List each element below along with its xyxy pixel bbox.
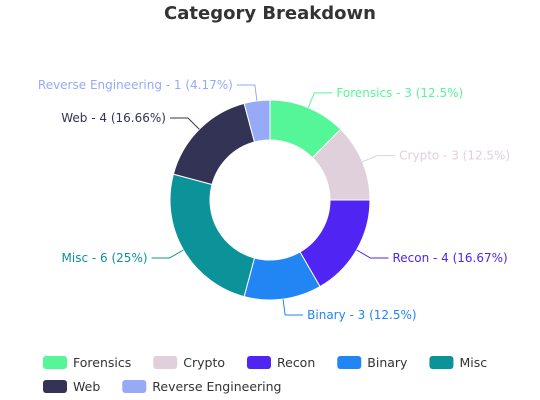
legend-swatch [43, 380, 67, 393]
legend-swatch [429, 356, 454, 369]
slice-label-web: Web - 4 (16.66%) [61, 111, 166, 125]
leader-line-recon [356, 249, 389, 259]
leader-line-reverse-engineering [236, 84, 258, 101]
legend-item-binary[interactable]: Binary [337, 355, 408, 370]
legend-label: Forensics [73, 355, 131, 370]
donut-slices [169, 99, 371, 301]
legend-label: Reverse Engineering [152, 379, 281, 394]
legend-label: Binary [367, 355, 408, 370]
legend-item-reverse-engineering[interactable]: Reverse Engineering [122, 379, 281, 394]
legend: Forensics Crypto Recon Binary Misc Web Reverse… [43, 355, 487, 394]
leader-line-binary [282, 299, 304, 316]
slice-label-forensics: Forensics - 3 (12.5%) [336, 86, 463, 100]
legend-label: Recon [277, 355, 315, 370]
leader-line-forensics [307, 92, 333, 108]
chart-title: Category Breakdown [164, 3, 376, 24]
legend-item-forensics[interactable]: Forensics [43, 355, 131, 370]
legend-swatch [153, 356, 178, 369]
leader-line-crypto [362, 155, 396, 163]
leader-line-web [169, 117, 200, 130]
slice-labels: Forensics - 3 (12.5%) Crypto - 3 (12.5%) R… [38, 78, 510, 322]
slice-label-crypto: Crypto - 3 (12.5%) [399, 149, 510, 163]
legend-label: Crypto [183, 355, 225, 370]
slice-reverse-engineering[interactable] [243, 99, 271, 143]
slice-label-reverse-engineering: Reverse Engineering - 1 (4.17%) [38, 78, 233, 92]
legend-item-recon[interactable]: Recon [247, 355, 315, 370]
slice-label-misc: Misc - 6 (25%) [62, 251, 148, 265]
slice-misc[interactable] [169, 173, 256, 298]
legend-label: Misc [459, 355, 487, 370]
legend-swatch [337, 356, 362, 369]
slice-web[interactable] [172, 102, 256, 186]
legend-swatch [247, 356, 271, 369]
leader-line-misc [151, 249, 184, 259]
legend-item-web[interactable]: Web [43, 379, 100, 394]
slice-label-recon: Recon - 4 (16.67%) [392, 251, 507, 265]
legend-swatch [43, 356, 67, 369]
slice-label-binary: Binary - 3 (12.5%) [307, 308, 416, 322]
legend-item-crypto[interactable]: Crypto [153, 355, 225, 370]
legend-label: Web [73, 379, 100, 394]
legend-item-misc[interactable]: Misc [429, 355, 487, 370]
legend-swatch [122, 380, 147, 393]
